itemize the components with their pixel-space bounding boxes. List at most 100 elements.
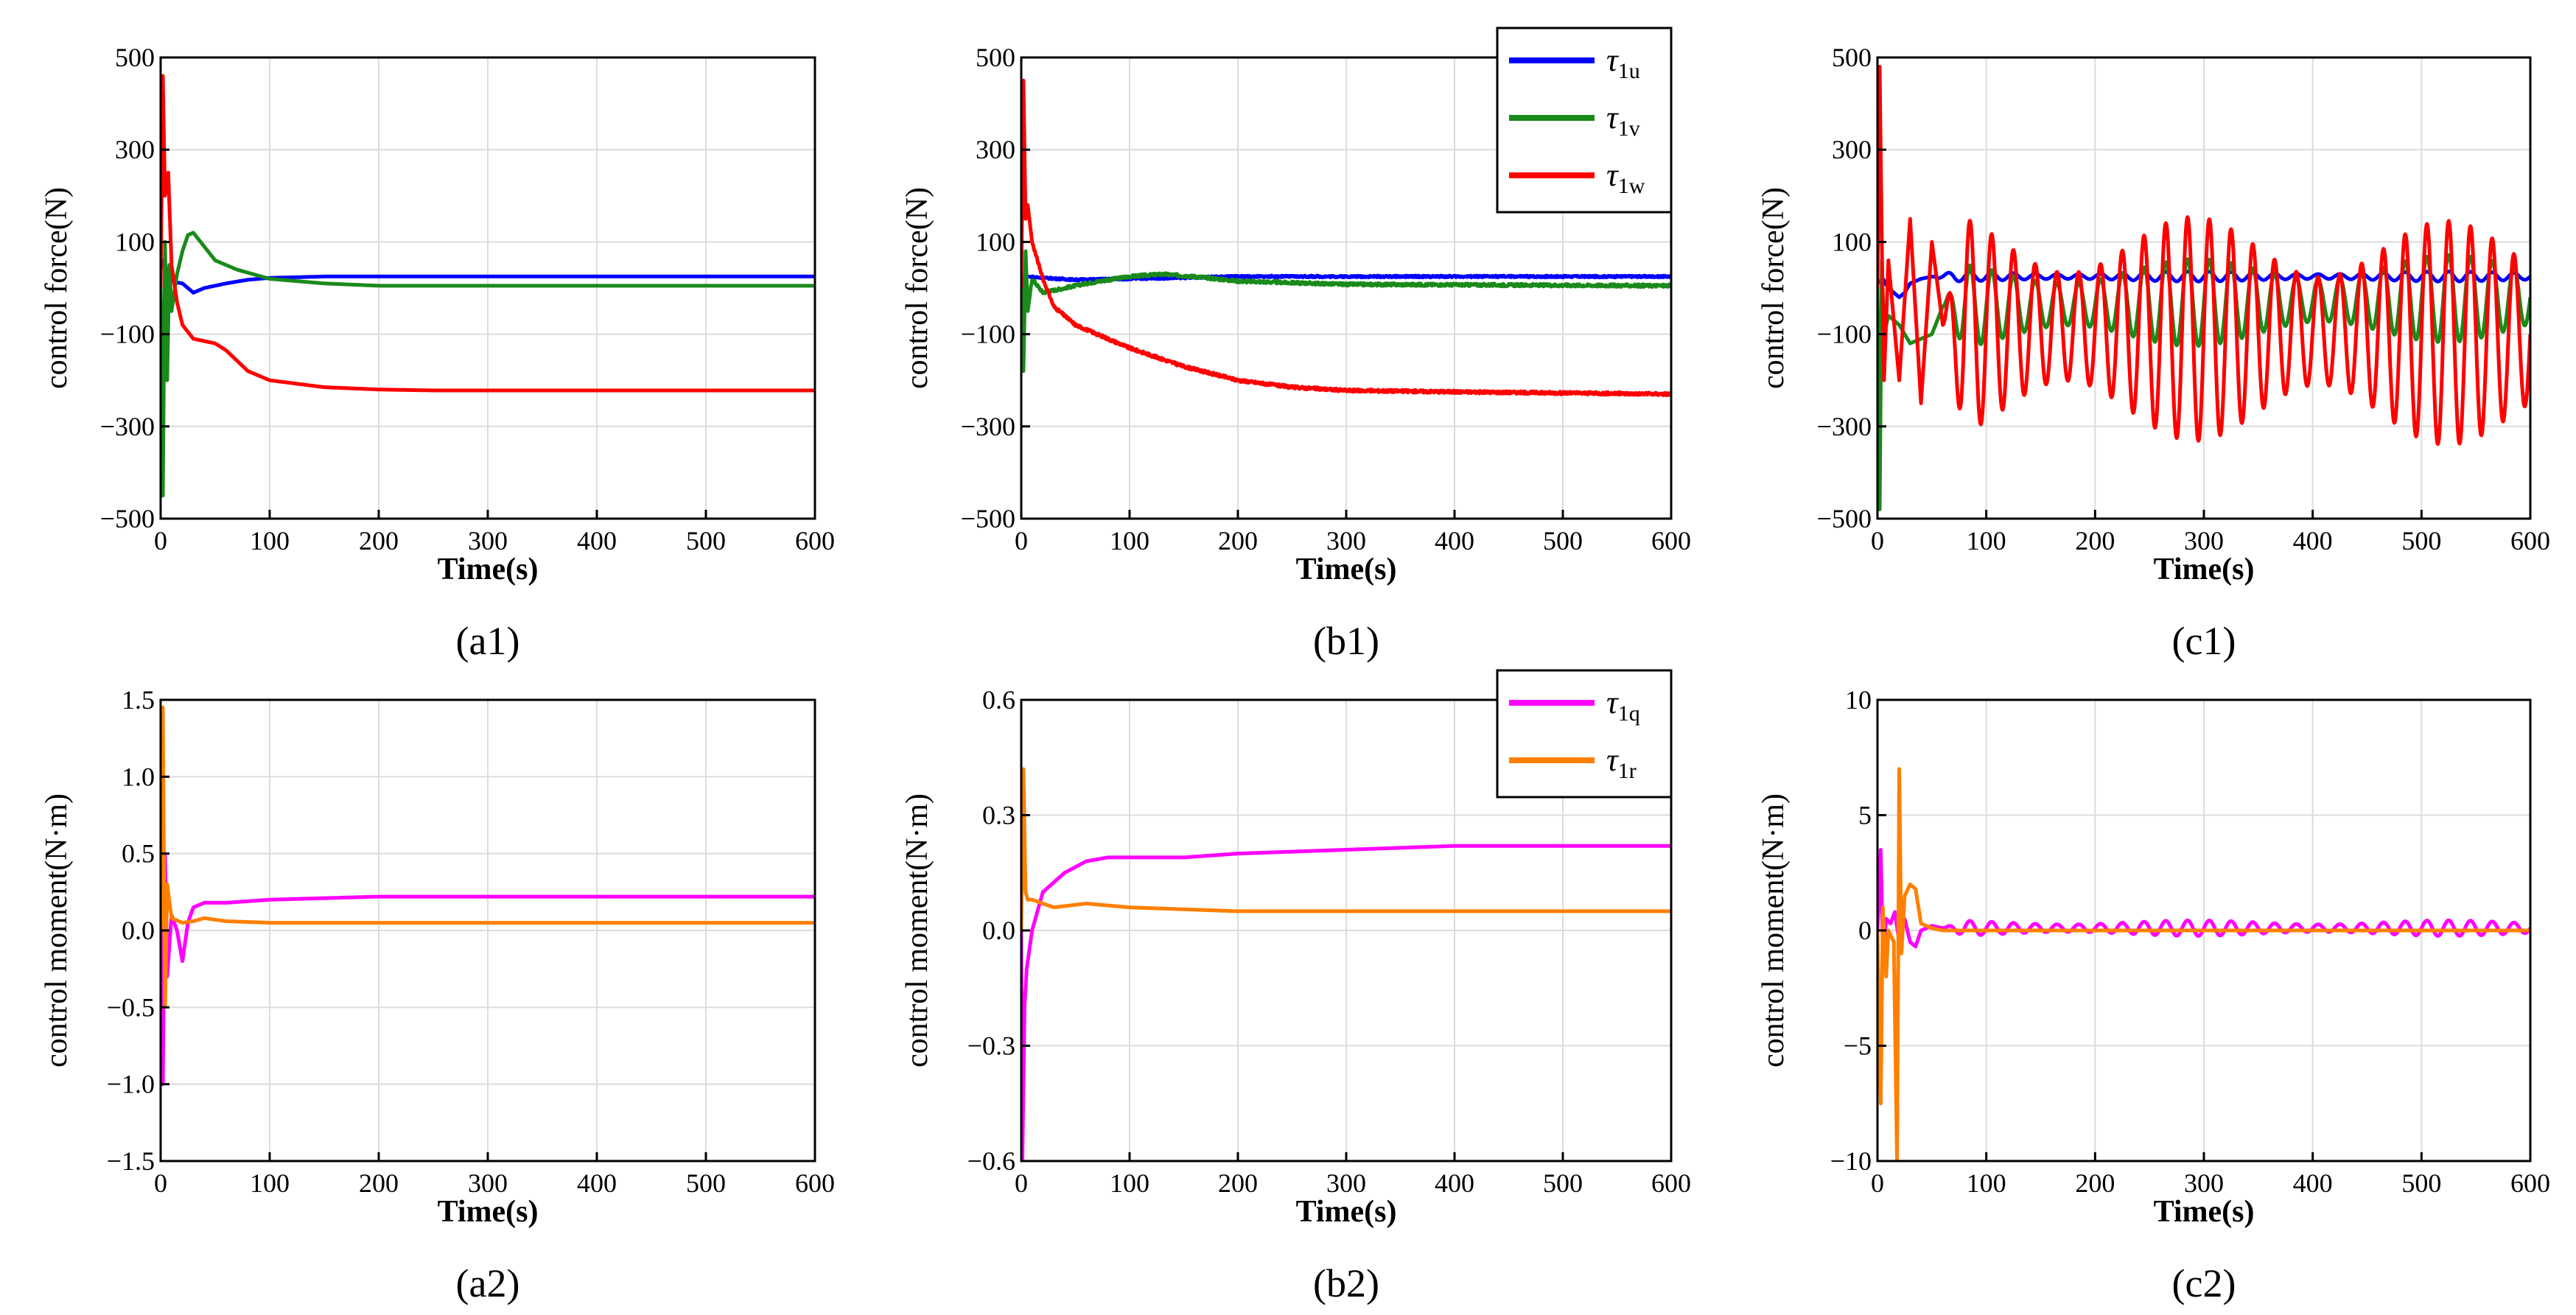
y-tick-label: −100 bbox=[100, 320, 155, 349]
legend-subscript: 1w bbox=[1618, 174, 1645, 198]
y-tick-label: −500 bbox=[1817, 504, 1872, 533]
x-tick-label: 200 bbox=[1218, 1168, 1258, 1198]
chart-b1: 0 100 200 300 400 500 600 −500 −300 −100 100 300 500… bbox=[900, 27, 1691, 663]
y-tick-label: 0.3 bbox=[982, 801, 1015, 830]
x-tick-label: 300 bbox=[468, 526, 508, 555]
chart-c2: 0 100 200 300 400 500 600 −10 −5 0 5 10 Time(s) contr… bbox=[1757, 685, 2550, 1305]
panel-label: (a1) bbox=[456, 619, 520, 663]
y-tick-label: 5 bbox=[1858, 801, 1872, 830]
x-tick-label: 600 bbox=[795, 1168, 835, 1198]
y-tick-label: 500 bbox=[976, 43, 1015, 72]
y-tick-label: 500 bbox=[115, 43, 155, 72]
x-tick-label: 500 bbox=[1543, 1168, 1583, 1198]
panel-label: (b2) bbox=[1313, 1261, 1379, 1305]
y-axis-label: control moment(N·m) bbox=[900, 793, 934, 1067]
y-tick-label: 100 bbox=[1832, 227, 1872, 256]
y-tick-label: −500 bbox=[961, 504, 1015, 533]
legend-subscript: 1u bbox=[1618, 59, 1640, 83]
x-tick-label: 400 bbox=[2293, 1168, 2333, 1198]
x-tick-label: 300 bbox=[2184, 1168, 2224, 1198]
chart-b2: 0 100 200 300 400 500 600 −0.6 −0.3 0.0 0.3 0.6 Time… bbox=[900, 669, 1691, 1305]
x-tick-label: 600 bbox=[2510, 526, 2550, 555]
x-tick-label: 200 bbox=[359, 526, 399, 555]
series-line-w bbox=[1021, 78, 1671, 398]
legend-subscript: 1q bbox=[1618, 701, 1640, 726]
y-axis-label: control moment(N·m) bbox=[1757, 793, 1791, 1067]
y-tick-label: 500 bbox=[1832, 43, 1872, 72]
y-tick-label: 100 bbox=[115, 227, 155, 256]
x-tick-label: 100 bbox=[1110, 1168, 1149, 1198]
x-tick-label: 100 bbox=[1967, 526, 2006, 555]
chart-a2: 0 100 200 300 400 500 600 −1.5 −1.0 −0.5 0.0 0.5 1.0… bbox=[40, 685, 835, 1305]
series-line-w bbox=[1877, 65, 2530, 446]
legend-subscript: 1r bbox=[1618, 759, 1637, 783]
x-tick-label: 100 bbox=[1110, 526, 1149, 555]
legend-subscript: 1v bbox=[1618, 116, 1640, 141]
x-tick-label: 200 bbox=[359, 1168, 399, 1198]
panel-label: (a2) bbox=[456, 1261, 520, 1305]
series-line-q bbox=[161, 852, 815, 1087]
series-line-q bbox=[1021, 844, 1671, 1161]
y-tick-label: −1.0 bbox=[107, 1070, 155, 1099]
x-axis-label: Time(s) bbox=[2154, 553, 2255, 586]
y-tick-label: −500 bbox=[100, 504, 155, 533]
series-line-q bbox=[1877, 848, 2530, 955]
y-axis-label: control moment(N·m) bbox=[40, 793, 74, 1067]
series-line-v bbox=[161, 231, 815, 498]
y-tick-label: −300 bbox=[100, 412, 155, 441]
y-tick-label: 10 bbox=[1845, 685, 1872, 715]
y-tick-label: 1.0 bbox=[122, 762, 155, 791]
legend-box bbox=[1496, 669, 1673, 799]
x-tick-label: 400 bbox=[1435, 526, 1474, 555]
x-tick-label: 600 bbox=[795, 526, 835, 555]
x-tick-label: 0 bbox=[1015, 1168, 1028, 1198]
x-tick-label: 0 bbox=[154, 526, 167, 555]
x-tick-label: 400 bbox=[577, 1168, 617, 1198]
y-tick-label: 0 bbox=[1858, 916, 1872, 945]
x-tick-label: 200 bbox=[1218, 526, 1258, 555]
y-axis-label: control force(N) bbox=[1757, 187, 1791, 389]
x-tick-label: 0 bbox=[1871, 1168, 1884, 1198]
y-tick-label: −0.6 bbox=[967, 1146, 1015, 1176]
x-tick-label: 400 bbox=[1435, 1168, 1474, 1198]
y-axis-label: control force(N) bbox=[40, 187, 74, 389]
y-tick-label: 0.6 bbox=[982, 685, 1015, 715]
x-tick-label: 0 bbox=[154, 1168, 167, 1198]
series-line-w bbox=[161, 74, 815, 393]
x-tick-label: 500 bbox=[2401, 1168, 2441, 1198]
x-tick-label: 600 bbox=[1651, 1168, 1691, 1198]
x-tick-label: 300 bbox=[468, 1168, 508, 1198]
x-axis-label: Time(s) bbox=[1296, 553, 1397, 586]
x-tick-label: 500 bbox=[686, 526, 726, 555]
y-tick-label: 0.0 bbox=[982, 916, 1015, 945]
y-tick-label: −1.5 bbox=[107, 1146, 155, 1176]
y-tick-label: 300 bbox=[115, 135, 155, 164]
y-tick-label: −300 bbox=[1817, 412, 1872, 441]
y-tick-label: −10 bbox=[1830, 1146, 1872, 1176]
x-tick-label: 600 bbox=[1651, 526, 1691, 555]
x-tick-label: 500 bbox=[2401, 526, 2441, 555]
y-tick-label: −0.3 bbox=[967, 1031, 1015, 1061]
x-tick-label: 300 bbox=[2184, 526, 2224, 555]
y-axis-label: control force(N) bbox=[900, 187, 934, 389]
y-tick-label: 1.5 bbox=[122, 685, 155, 715]
y-tick-label: 0.5 bbox=[122, 839, 155, 869]
x-axis-label: Time(s) bbox=[438, 553, 539, 586]
x-tick-label: 100 bbox=[1967, 1168, 2006, 1198]
x-tick-label: 100 bbox=[250, 526, 290, 555]
x-axis-label: Time(s) bbox=[1296, 1195, 1397, 1229]
x-tick-label: 300 bbox=[1326, 1168, 1366, 1198]
series-line-r bbox=[1877, 767, 2530, 1161]
chart-c1: 0 100 200 300 400 500 600 −500 −300 −100 100 300 500… bbox=[1757, 43, 2550, 663]
y-tick-label: −300 bbox=[961, 412, 1015, 441]
x-tick-label: 0 bbox=[1871, 526, 1884, 555]
y-tick-label: −0.5 bbox=[107, 992, 155, 1022]
x-tick-label: 400 bbox=[577, 526, 617, 555]
y-tick-label: 100 bbox=[976, 227, 1015, 256]
chart-a1: 0 100 200 300 400 500 600 −500 −300 −100 100 300 500… bbox=[40, 43, 835, 663]
x-tick-label: 200 bbox=[2075, 526, 2115, 555]
y-tick-label: 0.0 bbox=[122, 916, 155, 945]
